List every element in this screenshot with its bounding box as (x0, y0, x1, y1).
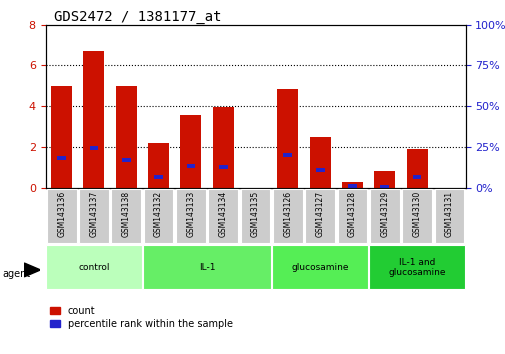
Text: IL-1: IL-1 (198, 263, 215, 272)
FancyBboxPatch shape (240, 189, 270, 243)
Bar (57, 156, 66, 160)
Bar (380, 184, 388, 189)
FancyBboxPatch shape (434, 189, 463, 243)
Text: agent: agent (3, 269, 31, 279)
Text: glucosamine: glucosamine (291, 263, 348, 272)
Text: GSM143130: GSM143130 (412, 191, 421, 237)
Bar (218, 165, 227, 169)
Bar (116, 86, 136, 188)
Text: GSM143132: GSM143132 (154, 191, 163, 237)
Text: GSM143129: GSM143129 (379, 191, 388, 237)
Text: GSM143137: GSM143137 (89, 191, 98, 237)
FancyBboxPatch shape (369, 245, 464, 289)
Text: GSM143135: GSM143135 (250, 191, 260, 237)
Text: GSM143134: GSM143134 (218, 191, 227, 237)
FancyBboxPatch shape (143, 189, 173, 243)
Bar (315, 168, 324, 172)
FancyBboxPatch shape (272, 245, 367, 289)
FancyBboxPatch shape (46, 245, 141, 289)
Bar (154, 176, 163, 179)
Text: GSM143126: GSM143126 (283, 191, 292, 237)
Text: GSM143127: GSM143127 (315, 191, 324, 237)
Text: GSM143128: GSM143128 (347, 191, 356, 237)
Text: GSM143136: GSM143136 (57, 191, 66, 237)
Bar (83, 51, 105, 188)
Bar (51, 86, 72, 188)
Bar (148, 143, 169, 188)
FancyBboxPatch shape (208, 189, 238, 243)
Bar (374, 171, 394, 188)
FancyBboxPatch shape (337, 189, 367, 243)
Bar (309, 137, 330, 188)
Bar (186, 164, 195, 168)
FancyBboxPatch shape (176, 189, 206, 243)
Bar (412, 176, 421, 179)
FancyBboxPatch shape (401, 189, 431, 243)
FancyBboxPatch shape (369, 189, 399, 243)
Text: control: control (78, 263, 110, 272)
Legend: count, percentile rank within the sample: count, percentile rank within the sample (50, 306, 232, 329)
FancyBboxPatch shape (47, 189, 76, 243)
Text: IL-1 and
glucosamine: IL-1 and glucosamine (387, 258, 445, 277)
FancyBboxPatch shape (305, 189, 334, 243)
Bar (212, 107, 233, 188)
Text: GDS2472 / 1381177_at: GDS2472 / 1381177_at (54, 10, 221, 24)
Bar (341, 182, 362, 188)
Bar (180, 115, 201, 188)
Bar (283, 153, 292, 157)
FancyBboxPatch shape (143, 245, 271, 289)
FancyBboxPatch shape (111, 189, 141, 243)
Text: GSM143138: GSM143138 (122, 191, 131, 237)
FancyBboxPatch shape (272, 189, 302, 243)
Bar (89, 146, 98, 150)
Bar (406, 149, 427, 188)
Bar (347, 183, 356, 188)
Bar (122, 158, 130, 162)
Bar (277, 89, 298, 188)
Polygon shape (24, 263, 40, 277)
Text: GSM143131: GSM143131 (444, 191, 453, 237)
FancyBboxPatch shape (79, 189, 109, 243)
Text: GSM143133: GSM143133 (186, 191, 195, 237)
